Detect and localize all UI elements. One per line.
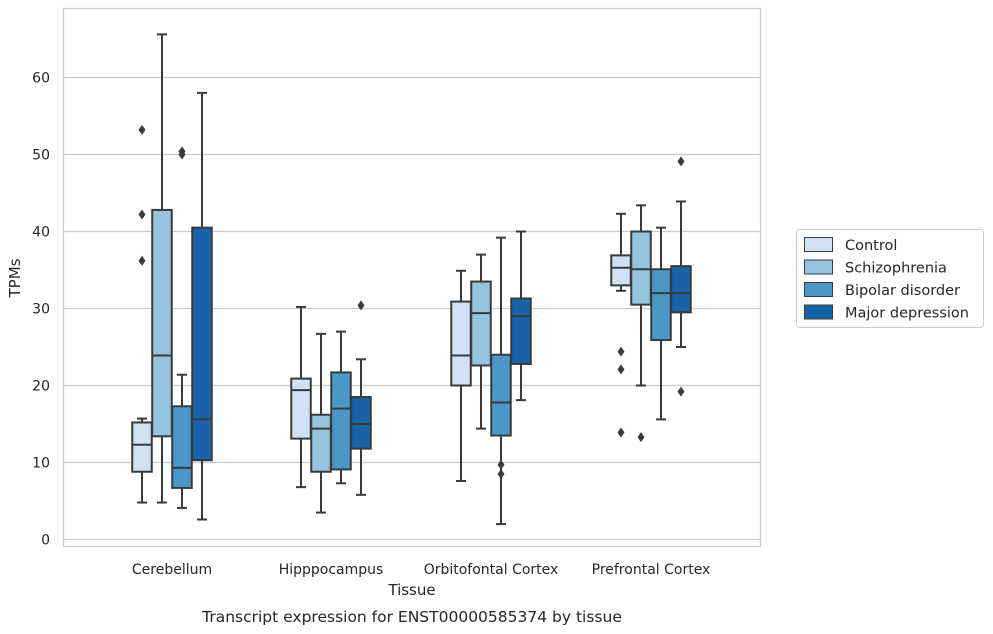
outlier-marker: [617, 346, 625, 357]
plot-area-frame: [62, 7, 762, 548]
x-tick-label: Cerebellum: [132, 562, 212, 578]
outlier-marker: [617, 364, 625, 375]
legend-swatch: [804, 259, 833, 275]
box-iqr: [350, 396, 372, 450]
box-3-1: [630, 204, 652, 443]
outlier-marker: [677, 386, 685, 397]
outlier-marker: [637, 432, 645, 443]
y-tick-labels: 0 10 20 30 40 50 60: [32, 71, 50, 549]
box-iqr: [490, 353, 512, 437]
legend-label: Major depression: [845, 306, 969, 322]
x-tick-label: Prefrontal Cortex: [592, 562, 711, 578]
y-tick-label: 20: [32, 379, 50, 395]
x-axis-label: Tissue: [387, 581, 435, 599]
outlier-marker: [138, 209, 146, 220]
legend: Control Schizophrenia Bipolar disorder Majo…: [796, 229, 984, 328]
box-0-1: [151, 33, 173, 504]
box-iqr: [630, 230, 652, 306]
y-axis-label: TPMs: [6, 258, 24, 298]
box-1-1: [310, 332, 332, 514]
box-3-0: [610, 212, 632, 438]
box-2-1: [470, 253, 492, 430]
x-tick-label: Hipppocampus: [279, 562, 384, 578]
outlier-marker: [617, 427, 625, 438]
outlier-marker: [138, 255, 146, 266]
box-0-3: [191, 91, 213, 521]
box-iqr: [470, 280, 492, 367]
outlier-marker: [138, 124, 146, 135]
box-iqr: [510, 297, 532, 365]
box-1-3: [350, 300, 372, 496]
y-tick-label: 30: [32, 302, 50, 318]
box-iqr: [191, 226, 213, 462]
y-tick-label: 40: [32, 225, 50, 241]
y-tick-label: 10: [32, 456, 50, 472]
box-0-0: [131, 124, 153, 504]
box-iqr: [131, 421, 153, 473]
box-1-0: [290, 305, 312, 489]
legend-frame: [796, 229, 984, 328]
chart-caption: Transcript expression for ENST0000058537…: [201, 608, 622, 626]
y-tick-label: 50: [32, 148, 50, 164]
box-1-2: [330, 330, 352, 485]
box-iqr: [151, 208, 173, 438]
box-iqr: [610, 254, 632, 287]
x-tick-labels: Cerebellum Hipppocampus Orbitofontal Corte…: [132, 562, 710, 578]
box-3-2: [650, 226, 672, 421]
box-iqr: [310, 413, 332, 473]
outlier-marker: [178, 149, 186, 160]
outlier-marker: [357, 300, 365, 311]
box-iqr: [670, 265, 692, 314]
box-2-0: [450, 269, 472, 482]
legend-swatch: [804, 304, 833, 320]
box-0-2: [171, 146, 193, 509]
outlier-marker: [677, 156, 685, 167]
x-tick-label: Orbitofontal Cortex: [424, 562, 559, 578]
box-2-2: [490, 236, 512, 526]
outlier-marker: [497, 469, 505, 480]
legend-swatch: [804, 237, 833, 252]
box-iqr: [171, 405, 193, 489]
legend-label: Schizophrenia: [845, 261, 947, 277]
legend-label: Bipolar disorder: [845, 283, 960, 299]
y-tick-label: 0: [41, 533, 50, 549]
box-iqr: [290, 377, 312, 440]
legend-label: Control: [845, 238, 897, 254]
box-iqr: [450, 300, 472, 387]
box-iqr: [330, 371, 352, 471]
boxes-layer: [131, 33, 692, 526]
legend-swatch: [804, 282, 833, 297]
outlier-marker: [497, 459, 505, 470]
y-tick-label: 60: [32, 71, 50, 87]
box-iqr: [650, 268, 672, 342]
box-3-3: [670, 156, 692, 397]
box-2-3: [510, 230, 532, 402]
